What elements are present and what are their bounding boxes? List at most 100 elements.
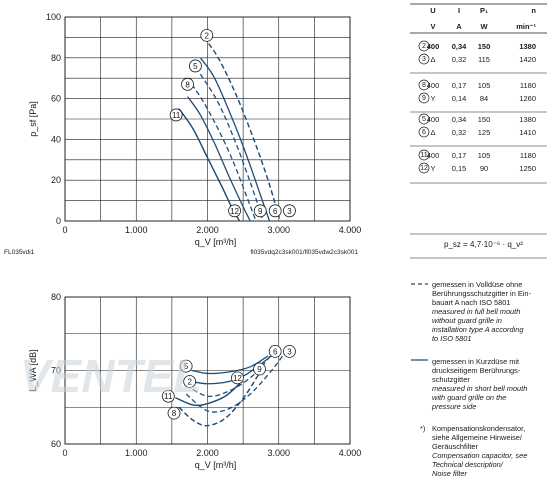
table-cell-n: 1420 [519, 55, 536, 64]
legend-solid-de-3: schutzgitter [432, 375, 470, 384]
table-row-id: 9 [422, 95, 426, 102]
table-unit: V [430, 22, 435, 31]
curve-marker-label: 2 [187, 378, 192, 387]
curve-marker-label: 8 [172, 409, 177, 418]
chart-footnote-left: FL035vdi1 [4, 249, 35, 256]
series-line-3 [203, 37, 281, 222]
table-row-id: 12 [420, 165, 428, 172]
legend-dashed-en-1: measured in full bell mouth [432, 307, 521, 316]
table-cell-p: 84 [480, 94, 488, 103]
y-tick-label: 70 [51, 366, 61, 376]
table-cell-p: 105 [478, 151, 491, 160]
legend-solid-en-2: with guard grille on the [432, 393, 507, 402]
curve-marker-6 [268, 344, 282, 358]
pressure-chart: 0 1.000 2.000 3.000 4.000 0 20 40 60 80 100 q_V [m³… [28, 12, 361, 247]
table-cell-n: 1380 [519, 42, 536, 51]
table-unit: A [456, 22, 462, 31]
series-line-6 [199, 73, 264, 222]
curve-marker-5 [179, 359, 193, 373]
series-line-2 [203, 37, 281, 222]
table-header: n [531, 6, 536, 15]
table-row-id: 2 [422, 43, 426, 50]
chart-footnote-right: fl035vdq2c3sk001/fl035vdw2c3sk001 [250, 249, 358, 256]
x-tick-label: 1.000 [125, 225, 148, 235]
y-axis-label: p_sf [Pa] [28, 101, 38, 137]
table-cell-i: 0,15 [452, 164, 467, 173]
table-cell-p: 125 [478, 128, 491, 137]
table-row-marker [418, 40, 430, 52]
table-row-id: 11 [420, 152, 427, 159]
table-cell-i: 0,17 [452, 151, 467, 160]
y-axis-label: L_WA [dB] [28, 349, 38, 391]
curve-marker-12 [231, 371, 244, 385]
watermark-logo: VENTEL [20, 350, 201, 402]
table-row-marker [418, 113, 430, 125]
table-cell-p: 115 [478, 55, 490, 64]
table-cell-n: 1380 [519, 115, 536, 124]
noise-chart: 0 1.000 2.000 3.000 4.000 60 70 80 q_V [m³/h] L_W… [28, 292, 361, 470]
curve-marker-5 [188, 59, 202, 73]
legend-note-de-2: siehe Allgemeine Hinweise/ [432, 433, 522, 442]
x-tick-label: 3.000 [267, 225, 290, 235]
table-row-id: 6 [422, 129, 426, 136]
curve-marker-label: 3 [287, 347, 292, 356]
table-row-id: 8 [422, 82, 426, 89]
table-cell-p: 105 [478, 81, 491, 90]
y-tick-label: 40 [51, 134, 61, 144]
y-tick-label: 60 [51, 94, 61, 104]
table-cell-n: 1250 [519, 164, 536, 173]
curve-marker-label: 11 [172, 111, 181, 120]
y-tick-label: 80 [51, 292, 61, 302]
curve-marker-label: 3 [287, 207, 292, 216]
y-tick-label: 60 [51, 439, 61, 449]
table-header: P₁ [480, 6, 488, 15]
y-tick-label: 20 [51, 175, 61, 185]
series-line-5 [199, 57, 271, 222]
pressure-formula: p_sz = 4,7·10⁻⁶ · q_v² [444, 240, 523, 249]
x-tick-label: 4.000 [339, 448, 362, 458]
x-axis-label: q_V [m³/h] [195, 237, 237, 247]
y-tick-label: 0 [56, 216, 61, 226]
y-tick-label: 80 [51, 53, 61, 63]
table-header: U [430, 6, 435, 15]
y-tick-label: 100 [46, 12, 61, 22]
curve-marker-2 [183, 375, 197, 388]
legend-dashed-de-2: Berührungsschutzgitter in Ein- [432, 289, 532, 298]
plot-frame [64, 296, 351, 445]
curve-marker-9 [253, 362, 266, 376]
legend-dashed-de-3: bauart A nach ISO 5801 [432, 298, 511, 307]
table-cell-i: 0,17 [452, 81, 467, 90]
legend-solid: gemessen in Kurzdüse mit druckseitigem B… [432, 357, 527, 411]
x-tick-label: 2.000 [196, 448, 219, 458]
legend-solid-de-1: gemessen in Kurzdüse mit [432, 357, 520, 366]
table-cell-u: Δ [430, 128, 435, 137]
curve-marker-12 [228, 204, 241, 218]
curve-marker-label: 6 [273, 207, 278, 216]
x-tick-label: 2.000 [196, 225, 219, 235]
table-cell-n: 1260 [519, 94, 536, 103]
legend-note: Kompensationskondensator, siehe Allgemei… [432, 424, 527, 478]
table-cell-n: 1410 [519, 128, 536, 137]
table-cell-i: 0,34 [452, 115, 467, 124]
legend-dashed-en-4: to ISO 5801 [432, 334, 472, 343]
legend-dashed: gemessen in Volldüse ohne Berührungsschu… [432, 280, 531, 343]
legend-note-de-1: Kompensationskondensator, [432, 424, 526, 433]
curve-marker-label: 5 [184, 362, 189, 371]
curve-marker-label: 8 [185, 80, 190, 89]
curve-marker-label: 11 [164, 392, 173, 401]
table-cell-u: 400 [427, 42, 440, 51]
plot-frame [64, 16, 351, 222]
table-row-marker [418, 126, 430, 138]
legend-note-en-3: Noise filter [432, 469, 467, 478]
table-row-marker [418, 53, 430, 65]
table-cell-u: Δ [430, 55, 435, 64]
series-line-3 [185, 351, 287, 413]
legend-note-en-2: Technical description/ [432, 460, 503, 469]
table-cell-p: 150 [478, 42, 491, 51]
curve-marker-6 [268, 204, 282, 218]
series-line-9 [178, 373, 260, 427]
table-row-marker [418, 92, 430, 104]
table-cell-p: 150 [478, 115, 491, 124]
curve-marker-label: 2 [205, 31, 210, 40]
